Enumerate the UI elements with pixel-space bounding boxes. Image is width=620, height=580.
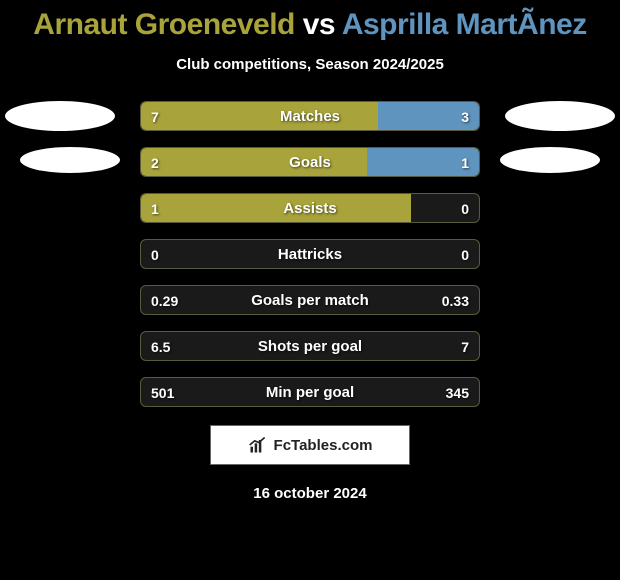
stat-row: 501Min per goal345 [140,377,480,407]
stat-row: 2Goals1 [140,147,480,177]
stat-value-right: 345 [446,378,469,406]
stat-row: 6.5Shots per goal7 [140,331,480,361]
player2-name: Asprilla MartÃnez [342,8,587,41]
date-text: 16 october 2024 [0,485,620,502]
stat-row: 0.29Goals per match0.33 [140,285,480,315]
stat-value-right: 0 [461,194,469,222]
stat-label: Goals per match [141,286,479,314]
vs-text: vs [303,8,335,41]
stat-value-right: 7 [461,332,469,360]
decor-ellipse-left-2 [20,147,120,173]
stat-label: Goals [141,148,479,176]
subtitle: Club competitions, Season 2024/2025 [0,56,620,73]
source-badge-text: FcTables.com [274,437,373,454]
comparison-title: Arnaut Groeneveld vs Asprilla MartÃnez [0,0,620,42]
stat-value-right: 3 [461,102,469,130]
stat-row: 0Hattricks0 [140,239,480,269]
source-badge: FcTables.com [210,425,410,465]
decor-ellipse-right-2 [500,147,600,173]
stat-value-right: 0 [461,240,469,268]
player1-name: Arnaut Groeneveld [33,8,295,41]
chart-icon [248,435,268,455]
decor-ellipse-right-1 [505,101,615,131]
stat-label: Min per goal [141,378,479,406]
stat-label: Shots per goal [141,332,479,360]
stat-label: Matches [141,102,479,130]
stat-value-right: 1 [461,148,469,176]
decor-ellipse-left-1 [5,101,115,131]
stat-value-right: 0.33 [442,286,469,314]
stat-label: Assists [141,194,479,222]
stats-area: 7Matches32Goals11Assists00Hattricks00.29… [0,101,620,407]
stat-rows: 7Matches32Goals11Assists00Hattricks00.29… [140,101,480,407]
stat-row: 7Matches3 [140,101,480,131]
stat-label: Hattricks [141,240,479,268]
stat-row: 1Assists0 [140,193,480,223]
